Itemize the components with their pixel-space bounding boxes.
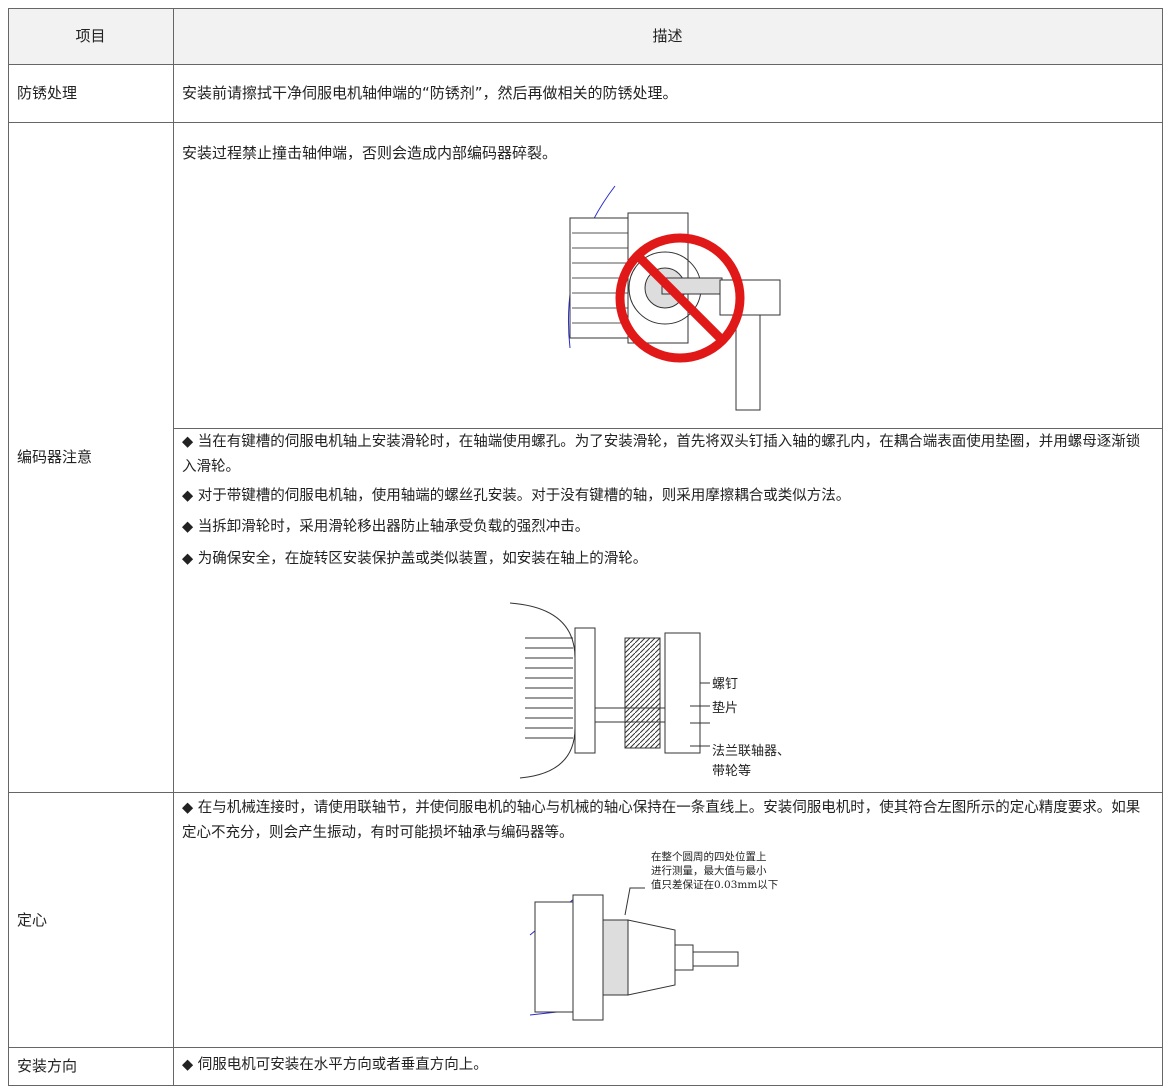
header-cell: 项目 bbox=[75, 27, 106, 45]
figure-label: 在整个圆周的四处位置上 bbox=[651, 851, 767, 863]
border bbox=[173, 8, 174, 1086]
figure-label: 带轮等 bbox=[712, 764, 752, 779]
bullet: ◆ 对于带键槽的伺服电机轴，使用轴端的螺丝孔安装。对于没有键槽的轴，则采用摩擦耦… bbox=[182, 488, 851, 504]
bullet: ◆ 当在有键槽的伺服电机轴上安装滑轮时，在轴端使用螺孔。为了安装滑轮，首先将双头… bbox=[182, 434, 1141, 475]
item: 防锈处理 bbox=[17, 84, 78, 102]
border bbox=[8, 8, 9, 1086]
bullet: ◆ 为确保安全，在旋转区安装保护盖或类似装置，如安装在轴上的滑轮。 bbox=[182, 551, 648, 567]
bullet: ◆ 当拆卸滑轮时，采用滑轮移出器防止轴承受负载的强烈冲击。 bbox=[182, 519, 590, 535]
figure-label: 值只差保证在0.03mm以下 bbox=[651, 879, 779, 891]
border bbox=[173, 428, 1163, 429]
bullet: ◆ 伺服电机可安装在水平方向或者垂直方向上。 bbox=[182, 1057, 488, 1073]
figure-label: 法兰联轴器、 bbox=[712, 744, 791, 759]
header-bg bbox=[8, 8, 1162, 64]
border bbox=[8, 8, 1163, 9]
figure-label: 螺钉 bbox=[712, 677, 739, 692]
pulley-figure bbox=[509, 602, 710, 779]
item: 定心 bbox=[17, 911, 48, 929]
border bbox=[1162, 8, 1163, 1086]
item: 安装方向 bbox=[17, 1057, 78, 1075]
border bbox=[8, 1085, 1163, 1086]
description: 安装过程禁止撞击轴伸端，否则会造成内部编码器碎裂。 bbox=[182, 144, 558, 162]
bullet: ◆ 在与机械连接时，请使用联轴节，并使伺服电机的轴心与机械的轴心保持在一条直线上… bbox=[182, 800, 1141, 841]
motor-hammer-figure bbox=[567, 185, 781, 411]
border bbox=[8, 122, 1163, 123]
figure-label: 垫片 bbox=[712, 701, 739, 716]
border bbox=[8, 64, 1163, 65]
border bbox=[8, 792, 1163, 793]
header-cell: 描述 bbox=[652, 27, 683, 45]
figure-label: 进行测量，最大值与最小 bbox=[651, 865, 767, 877]
border bbox=[8, 1047, 1163, 1048]
item: 编码器注意 bbox=[17, 448, 93, 466]
centering-figure bbox=[529, 887, 739, 1021]
description: 安装前请擦拭干净伺服电机轴伸端的“防锈剂”，然后再做相关的防锈处理。 bbox=[182, 84, 678, 102]
